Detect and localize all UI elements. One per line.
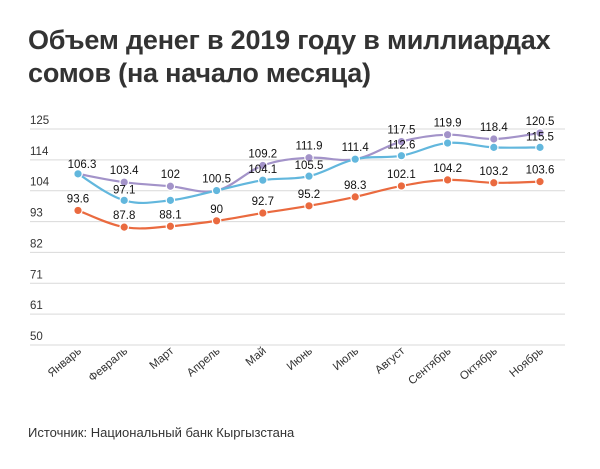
x-tick-label: Февраль (87, 345, 131, 384)
x-tick-label: Январь (46, 345, 84, 380)
data-label: 103.2 (479, 166, 508, 178)
series-3-point (396, 181, 407, 191)
x-tick-label: Июль (331, 345, 361, 373)
y-tick-label: 114 (30, 146, 49, 158)
series-1-point (257, 160, 268, 171)
series-2-point (488, 142, 499, 153)
series (73, 128, 545, 232)
data-label: 119.9 (434, 118, 462, 130)
x-tick-label: Ноябрь (508, 345, 546, 380)
series-1-point (535, 128, 545, 138)
series-3-point (535, 176, 545, 187)
data-label: 100.5 (202, 174, 231, 186)
series-3-point (119, 222, 129, 232)
series-3-point (488, 177, 499, 188)
x-tick-label: Март (148, 345, 177, 372)
data-label: 103.6 (526, 165, 555, 177)
series-2-point (211, 185, 222, 196)
series-1-point (488, 134, 499, 144)
data-label: 111.9 (295, 141, 322, 153)
gridlines (30, 128, 565, 346)
chart-title: Объем денег в 2019 году в миллиардах сом… (28, 25, 551, 88)
series-3-point (350, 192, 360, 202)
y-tick-label: 71 (30, 269, 43, 281)
data-label: 98.3 (344, 180, 366, 192)
data-label: 111.4 (342, 142, 370, 154)
series-1-point (396, 136, 407, 147)
data-label: 104.2 (433, 163, 462, 175)
y-axis-ticks: 125 114 104 93 82 71 61 50 (30, 115, 50, 343)
series-2-point (304, 171, 314, 181)
y-tick-label: 125 (30, 115, 49, 127)
data-label: 88.1 (159, 209, 181, 221)
data-label: 103.4 (110, 165, 139, 177)
series-2-point (257, 175, 268, 185)
series-1-point (442, 129, 453, 140)
data-label: 117.5 (387, 125, 415, 137)
data-label: 93.6 (67, 193, 89, 205)
data-label: 97.1 (113, 184, 135, 196)
data-label: 109.2 (248, 149, 277, 161)
data-label: 115.5 (526, 131, 554, 143)
series-3-point (442, 175, 453, 185)
x-tick-label: Апрель (185, 345, 223, 379)
data-label: 92.7 (252, 196, 274, 208)
series-2-point (535, 142, 545, 153)
y-tick-label: 61 (30, 300, 43, 312)
data-label: 118.4 (480, 122, 509, 134)
series-1-point (119, 177, 129, 188)
series-2-point (350, 154, 360, 164)
series-3-point (73, 205, 83, 216)
series-3-point (211, 216, 222, 226)
data-label: 102.1 (387, 169, 416, 181)
series-2-point (73, 169, 83, 179)
data-label: 95.2 (298, 189, 320, 201)
series-2-point (119, 195, 129, 206)
y-tick-label: 82 (30, 238, 43, 250)
series-1-point (165, 181, 176, 192)
series-2-point (165, 195, 176, 206)
data-labels: 106.3 103.4 102 100.5 109.2 111.9 111.4 117.5 11… (67, 116, 555, 222)
source-note: Источник: Национальный банк Кыргызстана (28, 425, 295, 440)
x-axis-ticks: Январь Февраль Март Апрель Май Июнь Июль Август… (46, 345, 546, 388)
series-3-point (165, 221, 176, 232)
data-label: 105.5 (295, 160, 324, 172)
series-2-point (396, 150, 407, 161)
data-label: 102 (161, 169, 180, 181)
series-1-point (304, 152, 314, 163)
data-label: 120.5 (526, 116, 555, 128)
data-label: 87.8 (113, 210, 135, 222)
series-3-point (304, 201, 314, 211)
data-label: 112.6 (387, 140, 415, 152)
y-tick-label: 93 (30, 208, 43, 220)
data-label: 106.3 (68, 159, 97, 171)
data-label: 104.1 (248, 164, 277, 176)
x-tick-label: Октябрь (458, 345, 500, 383)
x-tick-label: Июнь (285, 345, 315, 373)
data-label: 90 (210, 204, 223, 216)
y-tick-label: 104 (30, 177, 50, 189)
x-tick-label: Май (244, 345, 269, 369)
y-tick-label: 50 (30, 331, 43, 343)
x-tick-label: Сентябрь (406, 345, 453, 387)
series-3-point (257, 208, 268, 218)
series-2-point (442, 138, 453, 148)
x-tick-label: Август (373, 345, 408, 377)
